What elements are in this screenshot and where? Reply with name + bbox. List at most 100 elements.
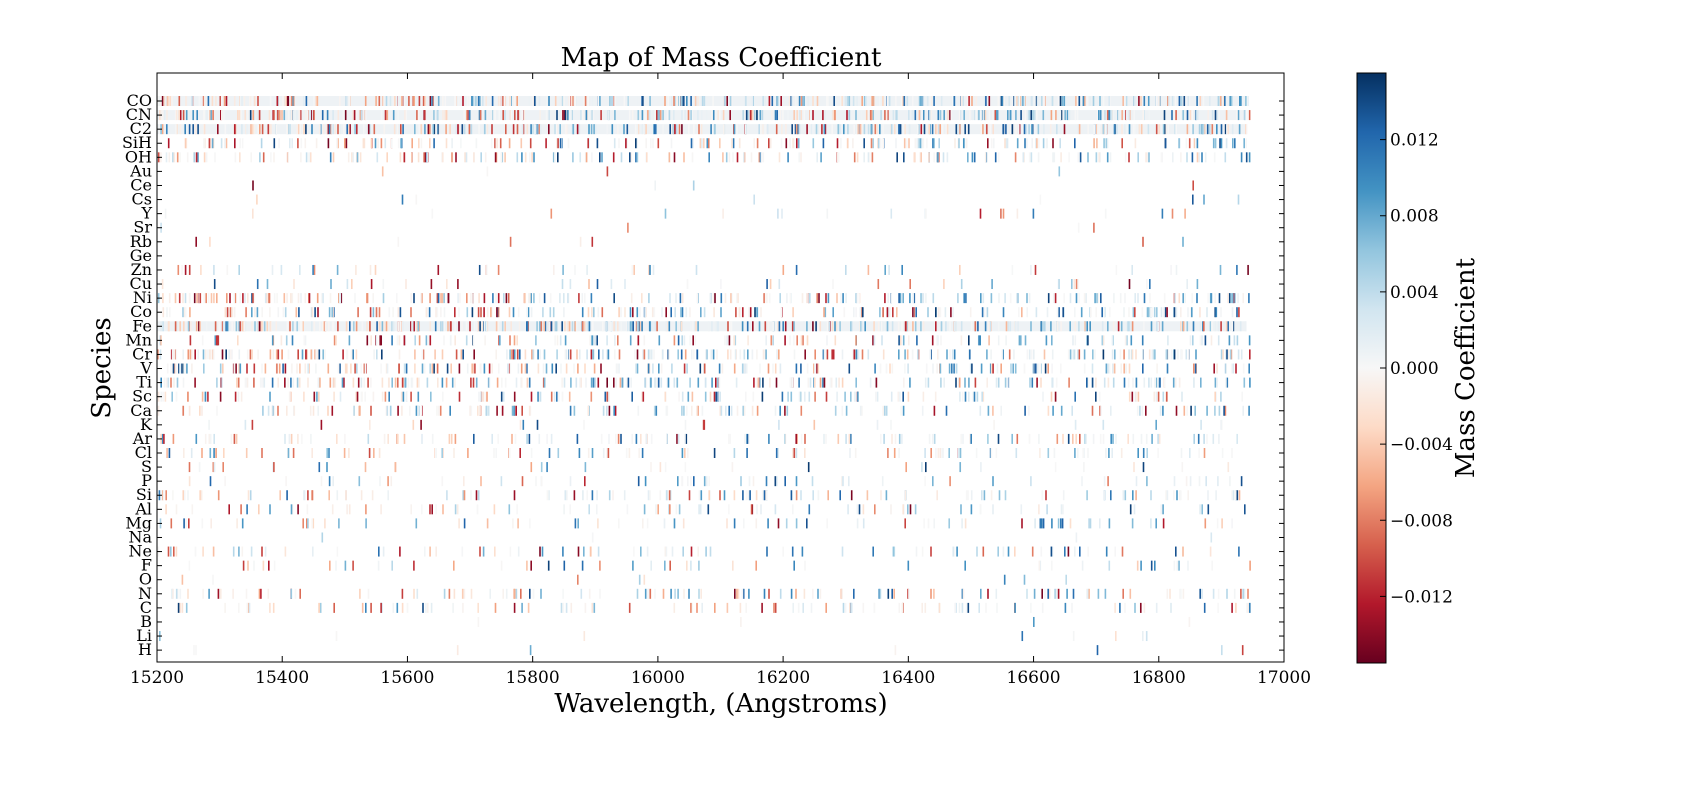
line-mark <box>1029 377 1031 388</box>
line-mark <box>745 602 747 613</box>
line-mark <box>649 588 652 599</box>
line-mark <box>883 433 885 444</box>
line-mark <box>1180 448 1183 458</box>
line-mark <box>564 349 567 360</box>
line-mark <box>662 349 664 360</box>
line-mark <box>1179 110 1182 121</box>
line-mark <box>850 321 852 332</box>
line-mark <box>1124 335 1127 346</box>
line-mark <box>984 110 987 121</box>
line-mark <box>872 546 874 557</box>
line-mark <box>1135 349 1137 360</box>
line-mark <box>563 293 565 304</box>
line-mark <box>657 110 660 121</box>
line-mark <box>178 96 181 106</box>
line-mark <box>1032 363 1034 374</box>
line-mark <box>244 377 247 388</box>
line-mark <box>336 490 339 501</box>
line-mark <box>864 321 866 332</box>
line-mark <box>236 377 238 388</box>
species-label-f: F <box>141 556 152 575</box>
line-mark <box>504 377 507 388</box>
line-mark <box>919 152 921 163</box>
line-mark <box>205 321 208 332</box>
line-mark <box>476 321 478 332</box>
line-mark <box>981 307 984 318</box>
line-mark <box>973 152 976 163</box>
line-mark <box>644 377 647 388</box>
line-mark <box>343 124 345 135</box>
line-mark <box>943 110 945 121</box>
line-mark <box>867 152 870 163</box>
line-mark <box>751 110 754 121</box>
line-mark <box>496 377 499 388</box>
line-mark <box>954 138 956 149</box>
line-mark <box>420 124 423 135</box>
line-mark <box>689 335 691 346</box>
line-mark <box>1075 279 1078 290</box>
line-mark <box>312 405 315 416</box>
line-mark <box>1206 307 1208 318</box>
line-mark <box>1186 405 1188 416</box>
line-mark <box>808 391 811 402</box>
line-mark <box>458 321 460 332</box>
line-mark <box>388 307 391 318</box>
line-mark <box>1090 307 1092 318</box>
line-mark <box>1191 152 1194 163</box>
line-mark <box>1249 602 1251 613</box>
line-mark <box>1004 293 1006 304</box>
line-mark <box>167 546 170 557</box>
line-mark <box>891 433 893 444</box>
line-mark <box>1092 96 1095 106</box>
line-mark <box>490 307 492 318</box>
line-mark <box>1208 124 1211 135</box>
line-mark <box>1043 96 1045 106</box>
line-mark <box>1114 602 1116 613</box>
line-mark <box>260 321 263 332</box>
line-mark <box>826 518 828 529</box>
line-mark <box>524 363 527 374</box>
line-mark <box>923 124 926 135</box>
line-mark <box>185 138 188 149</box>
line-mark <box>795 433 797 444</box>
line-mark <box>959 448 962 458</box>
line-mark <box>1161 110 1164 121</box>
line-mark <box>550 208 553 219</box>
line-mark <box>1247 264 1249 275</box>
line-mark <box>420 419 422 430</box>
line-mark <box>1186 321 1189 332</box>
line-mark <box>749 110 752 121</box>
line-mark <box>1087 546 1089 557</box>
line-mark <box>721 363 724 374</box>
line-mark <box>587 138 589 149</box>
line-mark <box>1184 208 1186 219</box>
line-mark <box>562 588 564 599</box>
line-mark <box>470 124 473 135</box>
line-mark <box>698 560 700 571</box>
line-mark <box>577 518 579 529</box>
line-mark <box>320 293 323 304</box>
line-mark <box>396 335 399 346</box>
line-mark <box>558 321 560 332</box>
line-mark <box>626 124 629 135</box>
line-mark <box>937 307 940 318</box>
line-mark <box>396 293 398 304</box>
line-mark <box>529 293 531 304</box>
line-mark <box>391 321 393 332</box>
line-mark <box>560 363 562 374</box>
line-mark <box>775 124 778 135</box>
line-mark <box>803 321 805 332</box>
line-mark <box>1138 124 1141 135</box>
line-mark <box>417 321 420 332</box>
line-mark <box>848 363 851 374</box>
line-mark <box>822 138 825 149</box>
line-mark <box>940 321 943 332</box>
line-mark <box>315 363 317 374</box>
line-mark <box>1102 349 1105 360</box>
line-mark <box>362 138 365 149</box>
line-mark <box>599 588 601 599</box>
line-mark <box>495 293 497 304</box>
line-mark <box>699 504 702 515</box>
line-mark <box>291 504 294 515</box>
line-mark <box>804 391 806 402</box>
